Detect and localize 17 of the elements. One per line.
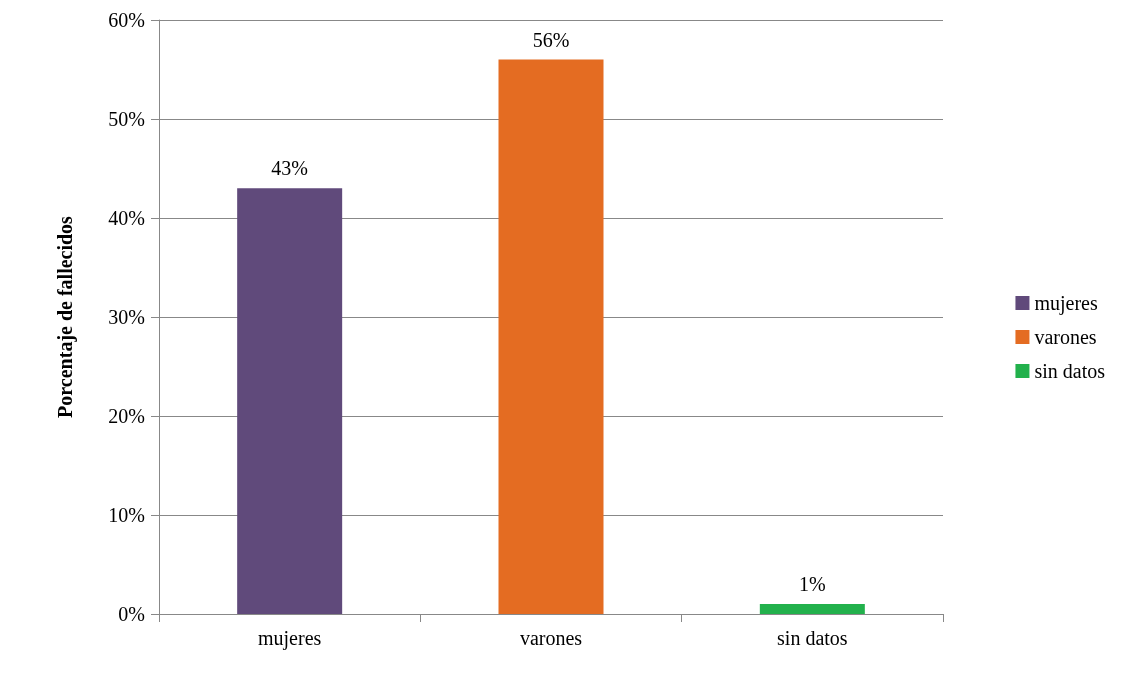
x-tick-label: varones <box>519 627 583 649</box>
legend-label: sin datos <box>1034 360 1106 382</box>
y-tick-label: 60% <box>108 9 145 31</box>
y-tick-label: 40% <box>108 207 145 229</box>
legend-label: varones <box>1034 326 1097 348</box>
legend-label: mujeres <box>1034 292 1098 315</box>
y-axis-title: Porcentaje de fallecidos <box>54 215 77 418</box>
data-label: 43% <box>271 157 308 180</box>
y-tick-label: 10% <box>108 504 145 526</box>
data-label: 56% <box>532 28 570 51</box>
x-tick-label: sin datos <box>777 627 848 649</box>
y-tick-label: 20% <box>108 405 145 427</box>
y-tick-label: 0% <box>118 603 145 625</box>
x-tick-label: mujeres <box>258 627 322 650</box>
data-label: 1% <box>799 573 826 596</box>
y-tick-label: 50% <box>108 108 145 130</box>
y-tick-label: 30% <box>108 306 145 328</box>
